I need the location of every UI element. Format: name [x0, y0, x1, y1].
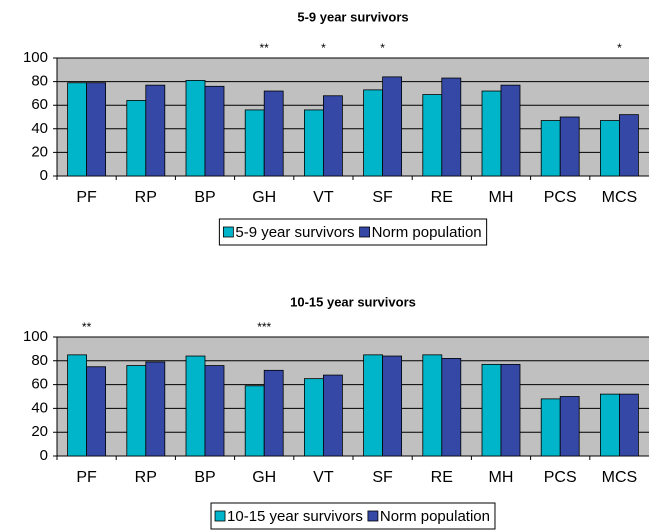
x-tick-label: MH [489, 189, 514, 206]
bar [619, 393, 639, 457]
legend-label: Norm population [380, 508, 490, 525]
y-tick-label: 40 [31, 399, 48, 416]
bar [500, 363, 521, 457]
bar [322, 95, 343, 177]
bar [559, 396, 580, 457]
legend-swatch [359, 226, 370, 238]
legend-swatch [214, 510, 226, 522]
bar [204, 365, 225, 457]
x-tick-label: VT [313, 189, 334, 206]
y-tick-label: 40 [31, 120, 48, 137]
legend-box [218, 218, 488, 246]
bar [559, 116, 580, 177]
x-tick-label: PCS [544, 189, 577, 206]
bar [382, 76, 403, 177]
bar [263, 369, 284, 457]
x-tick-label: SF [372, 189, 393, 206]
x-tick-label: RP [135, 189, 157, 206]
y-tick-label: 20 [31, 143, 48, 160]
annotation: * [380, 41, 385, 55]
bar [481, 363, 502, 457]
annotation: *** [257, 320, 271, 334]
legend-swatch [222, 226, 234, 238]
legend-label: Norm population [372, 224, 482, 241]
annotation: * [321, 41, 326, 55]
y-tick-label: 80 [31, 352, 48, 369]
legend-swatch [367, 510, 379, 522]
bar [303, 109, 324, 177]
bar [600, 120, 620, 177]
legend-label: 5-9 year survivors [235, 224, 354, 241]
x-tick-label: GH [252, 469, 276, 486]
y-tick-label: 0 [40, 167, 48, 184]
bar [86, 366, 106, 457]
x-tick-label: PCS [544, 469, 577, 486]
chart-title: 10-15 year survivors [290, 294, 416, 309]
bar [382, 355, 403, 457]
legend-label: 10-15 year survivors [227, 508, 363, 525]
chart-title: 5-9 year survivors [297, 9, 408, 24]
y-tick-label: 60 [31, 96, 48, 113]
bar [185, 80, 206, 177]
bar [263, 90, 284, 177]
x-tick-label: PF [76, 469, 97, 486]
bar [322, 374, 343, 457]
x-tick-label: SF [372, 469, 393, 486]
bar [600, 393, 620, 457]
x-tick-label: RE [431, 469, 453, 486]
bar [363, 89, 384, 177]
y-tick-label: 100 [23, 49, 48, 66]
annotation: ** [260, 41, 270, 55]
bar [126, 100, 147, 177]
bar [422, 94, 443, 177]
x-tick-label: VT [313, 469, 334, 486]
y-tick-label: 20 [31, 423, 48, 440]
bar [540, 398, 561, 457]
x-tick-label: BP [194, 189, 215, 206]
annotation: * [617, 41, 622, 55]
bar [422, 354, 443, 457]
x-tick-label: BP [194, 469, 215, 486]
x-tick-label: PF [76, 189, 97, 206]
bar [145, 84, 166, 177]
y-tick-label: 80 [31, 73, 48, 90]
bar [363, 354, 384, 457]
bar [441, 77, 462, 177]
bar [500, 84, 521, 177]
x-tick-label: MCS [602, 189, 638, 206]
bar [126, 365, 147, 457]
bar [244, 385, 265, 457]
y-tick-label: 0 [40, 447, 48, 464]
bar [86, 82, 106, 177]
x-tick-label: RE [431, 189, 453, 206]
bar [145, 361, 166, 457]
bar [67, 82, 87, 177]
bar [185, 355, 206, 457]
x-tick-label: MCS [602, 469, 638, 486]
bar [204, 85, 225, 177]
x-tick-label: GH [252, 189, 276, 206]
legend-box [210, 502, 496, 530]
bar [540, 120, 561, 177]
x-tick-label: MH [489, 469, 514, 486]
bar [619, 114, 639, 177]
y-tick-label: 100 [23, 328, 48, 345]
x-tick-label: RP [135, 469, 157, 486]
y-tick-label: 60 [31, 376, 48, 393]
bar [481, 90, 502, 177]
bar [303, 378, 324, 457]
annotation: ** [82, 320, 92, 334]
bar [67, 354, 87, 457]
bar [244, 109, 265, 177]
bar [441, 358, 462, 457]
